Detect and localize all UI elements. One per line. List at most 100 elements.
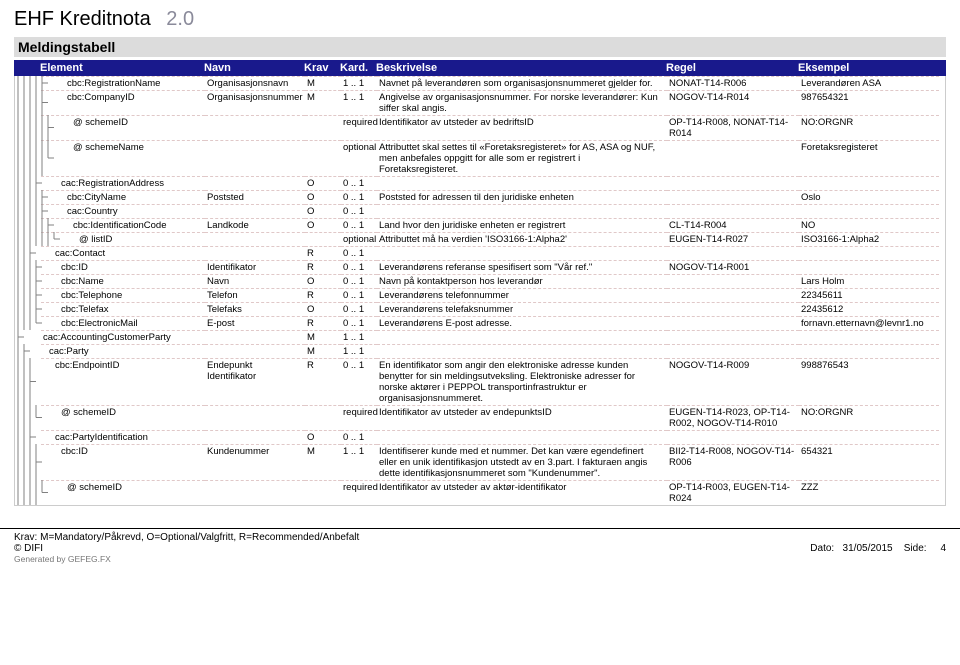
table-row: cac:AccountingCustomerPartyM1 .. 1 [15, 330, 945, 344]
cell-kard: 0 .. 1 [341, 176, 377, 190]
cell-regel: NOGOV-T14-R001 [667, 260, 799, 274]
cell-besk [377, 176, 667, 190]
cell-regel [667, 344, 799, 358]
cell-navn: Organisasjonsnummer [205, 90, 305, 115]
cell-kard: 0 .. 1 [341, 274, 377, 288]
cell-eks: ISO3166-1:Alpha2 [799, 232, 939, 246]
cell-besk: Navnet på leverandøren som organisasjons… [377, 76, 667, 90]
cell-navn [205, 344, 305, 358]
cell-kard: 0 .. 1 [341, 358, 377, 405]
table-row: cbc:NameNavnO0 .. 1Navn på kontaktperson… [15, 274, 945, 288]
cell-navn [205, 232, 305, 246]
cell-regel [667, 140, 799, 176]
cell-besk: Leverandørens telefonnummer [377, 288, 667, 302]
cell-regel [667, 430, 799, 444]
table-row: cac:CountryO0 .. 1 [15, 204, 945, 218]
cell-regel: NOGOV-T14-R009 [667, 358, 799, 405]
cell-regel: CL-T14-R004 [667, 218, 799, 232]
cell-krav [305, 232, 341, 246]
cell-navn [205, 176, 305, 190]
cell-eks: NO:ORGNR [799, 115, 939, 140]
cell-element: cbc:EndpointID [41, 358, 205, 405]
cell-kard: 1 .. 1 [341, 330, 377, 344]
cell-besk [377, 204, 667, 218]
footer-gen: Generated by GEFEG.FX [14, 554, 946, 564]
cell-besk: Navn på kontaktperson hos leverandør [377, 274, 667, 288]
table-row: cbc:IDIdentifikatorR0 .. 1Leverandørens … [15, 260, 945, 274]
table-row: cbc:TelephoneTelefonR0 .. 1Leverandørens… [15, 288, 945, 302]
col-besk: Beskrivelse [376, 62, 666, 74]
table-row: cbc:EndpointIDEndepunkt IdentifikatorR0 … [15, 358, 945, 405]
cell-kard: 0 .. 1 [341, 316, 377, 330]
col-element: Element [40, 62, 204, 74]
cell-krav: R [305, 316, 341, 330]
cell-kard: required [341, 115, 377, 140]
col-regel: Regel [666, 62, 798, 74]
table-row: cac:RegistrationAddress O0 .. 1 [15, 176, 945, 190]
doc-title: EHF Kreditnota 2.0 [14, 8, 946, 31]
cell-besk: Identifikator av utsteder av aktør-ident… [377, 480, 667, 505]
cell-element: cac:RegistrationAddress [41, 176, 205, 190]
cell-regel: BII2-T14-R008, NOGOV-T14-R006 [667, 444, 799, 480]
cell-eks: fornavn.etternavn@levnr1.no [799, 316, 939, 330]
cell-regel: EUGEN-T14-R023, OP-T14-R002, NOGOV-T14-R… [667, 405, 799, 430]
cell-regel [667, 246, 799, 260]
section-title: Meldingstabell [14, 37, 946, 57]
cell-krav: O [305, 430, 341, 444]
cell-kard: 0 .. 1 [341, 260, 377, 274]
cell-element: cac:Party [41, 344, 205, 358]
cell-element: cbc:ID [41, 260, 205, 274]
table-row: cac:PartyM1 .. 1 [15, 344, 945, 358]
cell-eks [799, 246, 939, 260]
cell-navn [205, 246, 305, 260]
cell-krav: R [305, 260, 341, 274]
cell-besk: Attributtet må ha verdien 'ISO3166-1:Alp… [377, 232, 667, 246]
cell-kard: 0 .. 1 [341, 204, 377, 218]
cell-regel: EUGEN-T14-R027 [667, 232, 799, 246]
cell-navn: Landkode [205, 218, 305, 232]
cell-eks: Oslo [799, 190, 939, 204]
cell-kard: 0 .. 1 [341, 288, 377, 302]
cell-kard: 0 .. 1 [341, 302, 377, 316]
cell-krav: M [305, 76, 341, 90]
cell-element: cbc:ElectronicMail [41, 316, 205, 330]
cell-krav: R [305, 288, 341, 302]
table-row: @ schemeIDrequiredIdentifikator av utste… [15, 115, 945, 140]
doc-title-text: EHF Kreditnota [14, 8, 151, 30]
cell-regel [667, 288, 799, 302]
footer-krav: Krav: M=Mandatory/Påkrevd, O=Optional/Va… [14, 532, 946, 543]
cell-krav: O [305, 176, 341, 190]
table-row: @ schemeIDrequiredIdentifikator av utste… [15, 480, 945, 505]
cell-navn [205, 480, 305, 505]
cell-kard: required [341, 480, 377, 505]
cell-element: cac:AccountingCustomerParty [41, 330, 205, 344]
cell-krav: O [305, 274, 341, 288]
table-row: cbc:CityNamePoststedO0 .. 1Poststed for … [15, 190, 945, 204]
cell-navn: Telefaks [205, 302, 305, 316]
table-row: @ listIDoptionalAttributtet må ha verdie… [15, 232, 945, 246]
cell-krav: O [305, 302, 341, 316]
cell-navn: Identifikator [205, 260, 305, 274]
cell-eks: 987654321 [799, 90, 939, 115]
doc-version: 2.0 [166, 8, 194, 30]
cell-navn: Poststed [205, 190, 305, 204]
table-row: cac:ContactR0 .. 1 [15, 246, 945, 260]
cell-krav: M [305, 444, 341, 480]
cell-krav: O [305, 190, 341, 204]
cell-eks: 654321 [799, 444, 939, 480]
cell-regel: OP-T14-R003, EUGEN-T14-R024 [667, 480, 799, 505]
col-eks: Eksempel [798, 62, 938, 74]
cell-regel [667, 176, 799, 190]
table-row: @ schemeNameoptionalAttributtet skal set… [15, 140, 945, 176]
cell-eks: ZZZ [799, 480, 939, 505]
cell-kard: 0 .. 1 [341, 190, 377, 204]
cell-regel [667, 302, 799, 316]
cell-eks: Lars Holm [799, 274, 939, 288]
cell-eks: 22435612 [799, 302, 939, 316]
cell-regel: NOGOV-T14-R014 [667, 90, 799, 115]
cell-navn [205, 204, 305, 218]
cell-regel: OP-T14-R008, NONAT-T14-R014 [667, 115, 799, 140]
table-row: cbc:RegistrationNameOrganisasjonsnavnM1 … [15, 76, 945, 90]
table-row: cbc:ElectronicMailE-postR0 .. 1Leverandø… [15, 316, 945, 330]
cell-element: cbc:Name [41, 274, 205, 288]
